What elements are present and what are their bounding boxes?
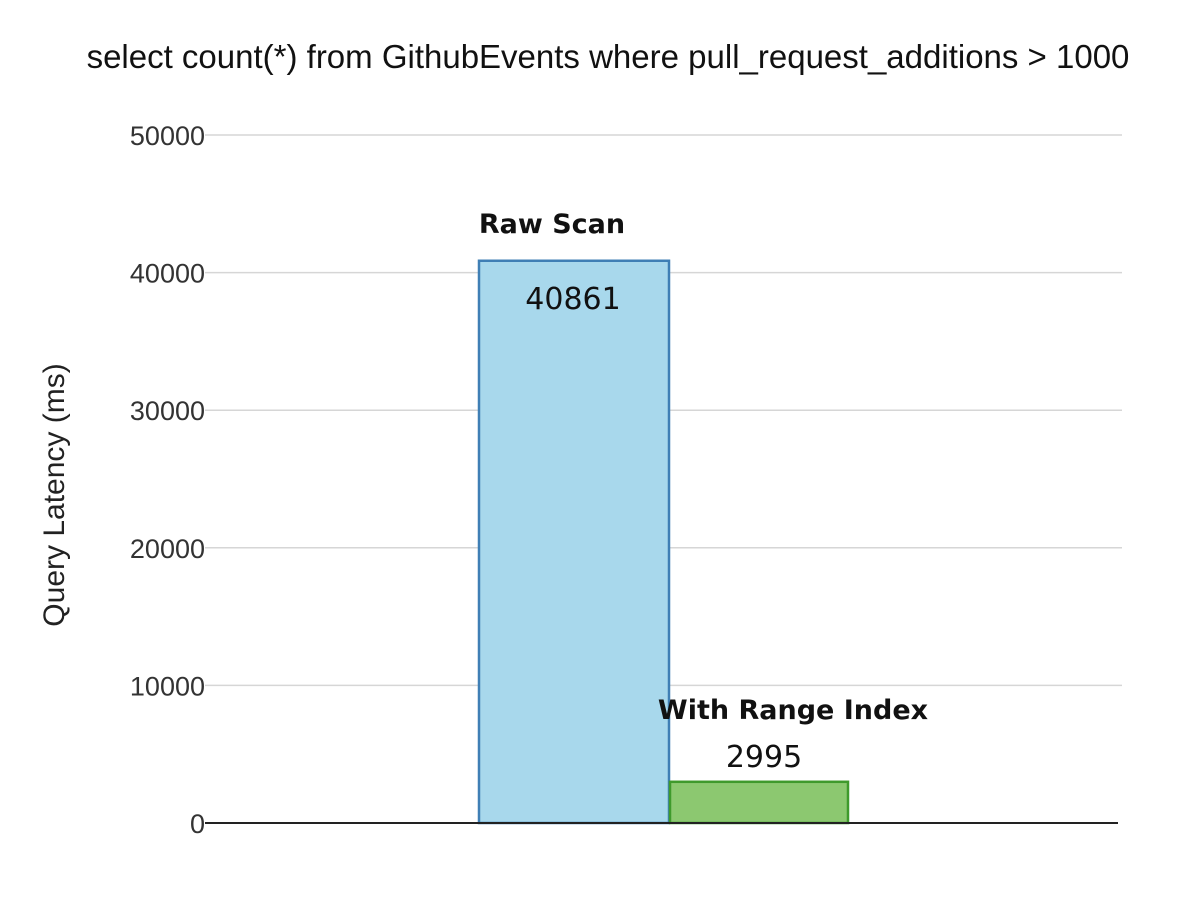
value-label: 40861 [525,282,620,317]
y-tick-label: 30000 [130,396,205,426]
y-tick-label: 50000 [130,121,205,151]
value-label: 2995 [726,740,802,775]
y-axis-label: Query Latency (ms) [38,363,71,626]
bars [477,259,850,825]
y-tick-label: 20000 [130,534,205,564]
chart-title: select count(*) from GithubEvents where … [87,38,1130,75]
category-label: With Range Index [658,695,928,726]
bar-raw-scan [477,259,671,825]
category-label: Raw Scan [479,209,625,240]
y-axis-ticks: 0 10000 20000 30000 40000 50000 [130,121,205,839]
bar-with-range-index [668,780,850,825]
y-tick-label: 10000 [130,671,205,701]
y-tick-label: 40000 [130,259,205,289]
bar-labels: Raw Scan 40861 With Range Index 2995 [479,209,928,775]
y-tick-label: 0 [190,809,205,839]
